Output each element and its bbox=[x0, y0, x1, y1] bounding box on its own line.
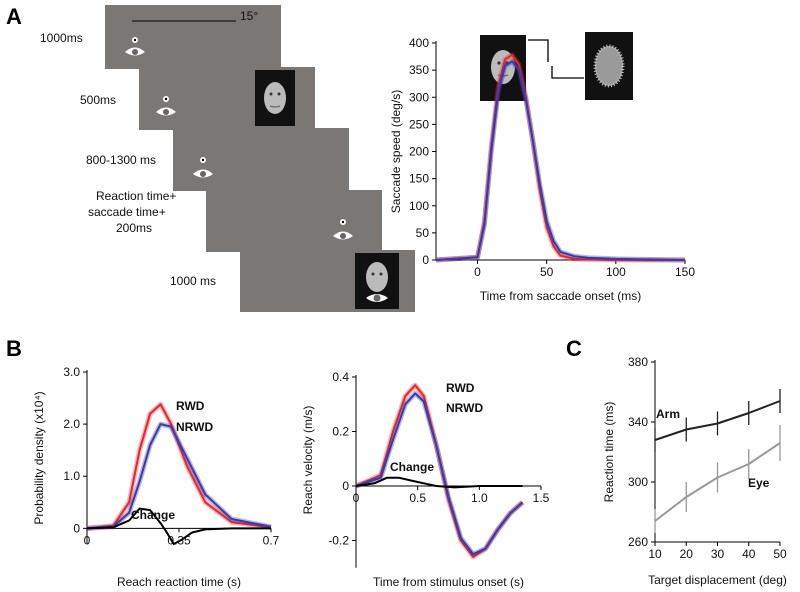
x-tick-label: 150 bbox=[675, 265, 695, 279]
x-tick-label: 20 bbox=[680, 547, 694, 561]
y-tick-label: 350 bbox=[409, 63, 429, 77]
x-tick-label: 0.5 bbox=[409, 491, 426, 505]
trial-screen-1 bbox=[105, 5, 281, 69]
series-line-nrwd bbox=[355, 392, 524, 556]
face-stimulus-icon bbox=[355, 253, 399, 309]
x-tick-label: 1.5 bbox=[533, 491, 550, 505]
series-line-nrwd bbox=[86, 423, 272, 530]
eye-icon bbox=[333, 219, 353, 240]
series-band-nrwd bbox=[86, 421, 272, 531]
trial-screen-3 bbox=[173, 128, 349, 191]
x-tick-label: 0 bbox=[474, 265, 481, 279]
y-tick-label: 0 bbox=[342, 479, 349, 493]
y-tick-label: 400 bbox=[409, 36, 429, 50]
y-axis-label: Saccade speed (deg/s) bbox=[389, 90, 403, 213]
change-label-velocity: Change bbox=[390, 460, 434, 474]
x-tick-label: 1.0 bbox=[471, 491, 488, 505]
trial-step-1-label: 1000ms bbox=[40, 31, 83, 45]
inset-connector-noise bbox=[551, 66, 584, 79]
trial-step-5-label: 1000 ms bbox=[170, 274, 216, 288]
x-tick-label: 0 bbox=[353, 491, 360, 505]
trial-step-4-line-1: Reaction time+ bbox=[96, 189, 176, 203]
x-tick-label: 10 bbox=[648, 547, 662, 561]
panel-label-c: C bbox=[566, 336, 582, 361]
change-label-reaction: Change bbox=[131, 508, 175, 522]
y-tick-label: 2.0 bbox=[63, 417, 80, 431]
series-band-nrwd bbox=[435, 58, 686, 263]
rwd-label-velocity: RWD bbox=[446, 381, 475, 395]
inset-connector-face bbox=[528, 39, 549, 62]
chart-C-reaction-vs-displacement: 10 20 30 40 50 260 300 340 380 Target displacemen… bbox=[602, 355, 787, 587]
y-tick-label: 300 bbox=[628, 475, 648, 489]
y-tick-label: 0 bbox=[422, 253, 429, 267]
y-tick-label: 200 bbox=[409, 145, 429, 159]
x-tick-label: 100 bbox=[606, 265, 626, 279]
y-tick-label: 0.4 bbox=[332, 370, 349, 384]
x-tick-label: 40 bbox=[742, 547, 756, 561]
y-tick-label: 260 bbox=[628, 535, 648, 549]
x-tick-label: 0 bbox=[84, 533, 91, 547]
chart-A-saccade: 0 50 100 150 0 50 100 150 200 250 300 350 400 Time fr… bbox=[389, 36, 695, 303]
x-tick-label: 30 bbox=[711, 547, 725, 561]
y-tick-label: 50 bbox=[416, 226, 430, 240]
x-axis-label: Time from stimulus onset (s) bbox=[373, 575, 524, 589]
scale-label: 15° bbox=[240, 9, 258, 23]
trial-step-2-label: 500ms bbox=[80, 93, 116, 107]
series-line-rwd bbox=[435, 53, 685, 261]
series-band-rwd bbox=[435, 52, 685, 263]
trial-step-4-label: Reaction time+ saccade time+ 200ms bbox=[88, 189, 180, 235]
eye-icon bbox=[193, 157, 213, 178]
y-axis-label: Reach velocity (m/s) bbox=[301, 406, 315, 515]
trial-screen-4 bbox=[206, 190, 382, 252]
trial-step-3-label: 800-1300 ms bbox=[86, 153, 156, 167]
x-tick-label: 50 bbox=[773, 547, 787, 561]
trial-step-4-line-2: saccade time+ bbox=[88, 205, 166, 219]
series-line-change bbox=[86, 507, 271, 545]
eye-icon bbox=[366, 294, 388, 302]
trial-sequence: 15° 1000ms 500ms 800-1300 ms Rea bbox=[40, 5, 415, 312]
panel-label-b: B bbox=[6, 336, 22, 361]
y-tick-label: 250 bbox=[409, 117, 429, 131]
x-axis-label: Time from saccade onset (ms) bbox=[480, 289, 642, 303]
nrwd-label-velocity: NRWD bbox=[446, 401, 483, 415]
face-stimulus-icon bbox=[255, 70, 295, 126]
series-line-change bbox=[355, 476, 523, 489]
series-line-rwd bbox=[86, 403, 272, 530]
y-axis-label: Probability density (x10⁴) bbox=[32, 391, 46, 524]
panel-label-a: A bbox=[6, 4, 22, 29]
y-tick-label: 150 bbox=[409, 172, 429, 186]
y-tick-label: 1.0 bbox=[63, 469, 80, 483]
x-tick-label: 0.7 bbox=[263, 533, 280, 547]
arm-label: Arm bbox=[656, 407, 680, 421]
x-axis-label: Target displacement (deg) bbox=[648, 573, 787, 587]
y-tick-label: 100 bbox=[409, 199, 429, 213]
nrwd-label-reaction: NRWD bbox=[176, 420, 213, 434]
trial-step-4-line-3: 200ms bbox=[116, 221, 152, 235]
y-tick-label: 300 bbox=[409, 90, 429, 104]
noise-stimulus-icon bbox=[585, 32, 633, 100]
eye-icon bbox=[156, 96, 176, 116]
y-tick-label: 340 bbox=[628, 415, 648, 429]
y-tick-label: 0.2 bbox=[332, 425, 349, 439]
y-tick-label: 0 bbox=[73, 521, 80, 535]
y-tick-label: 3.0 bbox=[63, 365, 80, 379]
x-axis-label: Reach reaction time (s) bbox=[117, 575, 241, 589]
eye-label: Eye bbox=[748, 476, 770, 490]
y-axis-label: Reaction time (ms) bbox=[602, 402, 616, 503]
y-tick-label: 380 bbox=[628, 355, 648, 369]
eye-icon bbox=[125, 37, 145, 56]
chart-B-velocity: 0 0.5 1.0 1.5 -0.2 0 0.2 0.4 Time from stimulus … bbox=[301, 370, 550, 589]
x-tick-label: 50 bbox=[540, 265, 554, 279]
series-line-nrwd bbox=[435, 60, 686, 261]
rwd-label-reaction: RWD bbox=[176, 399, 205, 413]
y-tick-label: -0.2 bbox=[328, 534, 349, 548]
